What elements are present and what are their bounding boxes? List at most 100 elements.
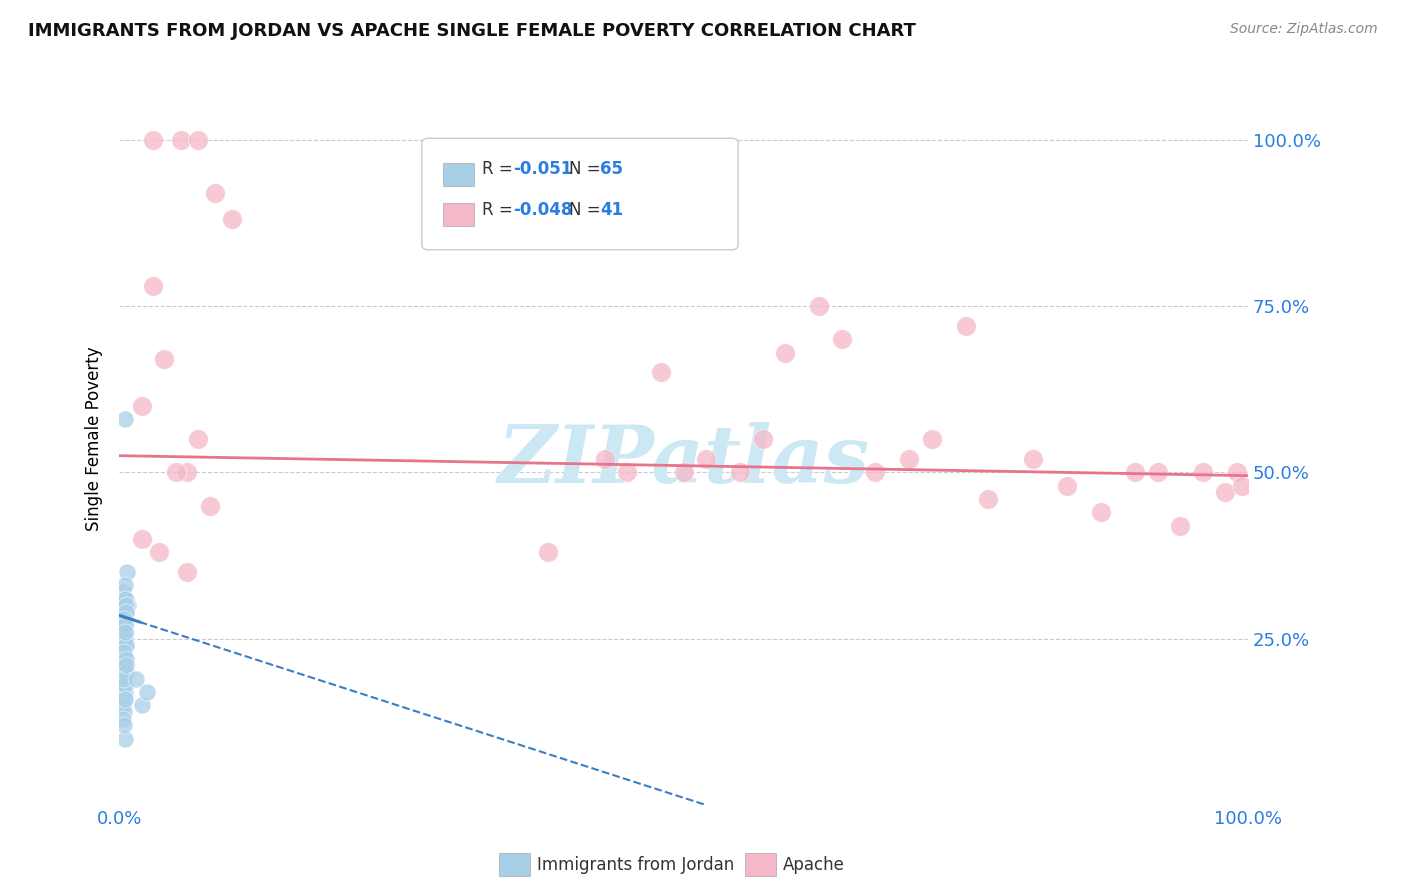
Point — [111, 638, 134, 652]
Point — [114, 412, 136, 426]
Point — [170, 132, 193, 146]
Point — [115, 565, 138, 579]
Point — [111, 672, 134, 686]
Point — [112, 605, 135, 619]
Point — [131, 399, 153, 413]
Point — [117, 599, 139, 613]
Point — [115, 591, 138, 606]
Point — [1123, 465, 1146, 479]
Point — [112, 651, 135, 665]
Point — [114, 625, 136, 640]
Point — [114, 632, 136, 646]
Point — [807, 299, 830, 313]
Point — [176, 465, 198, 479]
Point — [115, 618, 138, 632]
Point — [114, 618, 136, 632]
Point — [921, 432, 943, 446]
Point — [115, 638, 138, 652]
Point — [111, 658, 134, 673]
Point — [751, 432, 773, 446]
Point — [176, 565, 198, 579]
Point — [111, 651, 134, 665]
Point — [115, 658, 138, 673]
Text: IMMIGRANTS FROM JORDAN VS APACHE SINGLE FEMALE POVERTY CORRELATION CHART: IMMIGRANTS FROM JORDAN VS APACHE SINGLE … — [28, 22, 915, 40]
Text: Immigrants from Jordan: Immigrants from Jordan — [537, 856, 734, 874]
Text: R =: R = — [482, 201, 519, 219]
Point — [115, 605, 138, 619]
Point — [1191, 465, 1213, 479]
Point — [112, 612, 135, 626]
Point — [115, 665, 138, 679]
Point — [115, 625, 138, 640]
Point — [112, 625, 135, 640]
Point — [115, 651, 138, 665]
Point — [111, 638, 134, 652]
Point — [898, 452, 921, 467]
Point — [114, 618, 136, 632]
Point — [112, 645, 135, 659]
Point — [131, 698, 153, 713]
Point — [114, 678, 136, 692]
Point — [114, 685, 136, 699]
Point — [114, 618, 136, 632]
Text: ZIPatlas: ZIPatlas — [498, 422, 870, 500]
Point — [111, 645, 134, 659]
Point — [187, 432, 209, 446]
Point — [695, 452, 717, 467]
Point — [221, 212, 243, 227]
Point — [1213, 485, 1236, 500]
Point — [112, 612, 135, 626]
Point — [672, 465, 695, 479]
Point — [593, 452, 616, 467]
Point — [153, 352, 176, 367]
Point — [148, 545, 170, 559]
Text: -0.048: -0.048 — [513, 201, 572, 219]
Point — [114, 591, 136, 606]
Point — [112, 612, 135, 626]
Point — [204, 186, 226, 200]
Point — [111, 678, 134, 692]
Point — [1225, 465, 1247, 479]
Point — [728, 465, 751, 479]
Point — [111, 665, 134, 679]
Point — [773, 345, 796, 359]
Point — [616, 465, 638, 479]
Point — [112, 632, 135, 646]
Point — [187, 132, 209, 146]
Point — [112, 705, 135, 719]
Text: N =: N = — [569, 161, 606, 178]
Point — [650, 366, 672, 380]
Y-axis label: Single Female Poverty: Single Female Poverty — [86, 347, 103, 532]
Point — [131, 532, 153, 546]
Point — [831, 332, 853, 346]
Text: N =: N = — [569, 201, 606, 219]
Text: Apache: Apache — [783, 856, 845, 874]
Point — [112, 645, 135, 659]
Point — [112, 718, 135, 732]
Point — [142, 279, 165, 293]
Point — [112, 632, 135, 646]
Point — [111, 698, 134, 713]
Point — [165, 465, 187, 479]
Point — [142, 132, 165, 146]
Point — [112, 691, 135, 706]
Point — [198, 499, 221, 513]
Point — [1146, 465, 1168, 479]
Point — [865, 465, 887, 479]
Point — [114, 731, 136, 746]
Point — [115, 605, 138, 619]
Point — [537, 545, 560, 559]
Point — [1056, 478, 1078, 492]
Point — [115, 599, 138, 613]
Point — [112, 618, 135, 632]
Point — [111, 712, 134, 726]
Point — [114, 578, 136, 592]
Point — [136, 685, 159, 699]
Point — [114, 605, 136, 619]
Point — [115, 599, 138, 613]
Point — [112, 612, 135, 626]
Point — [114, 612, 136, 626]
Point — [114, 632, 136, 646]
Point — [977, 491, 1000, 506]
Point — [1230, 478, 1253, 492]
